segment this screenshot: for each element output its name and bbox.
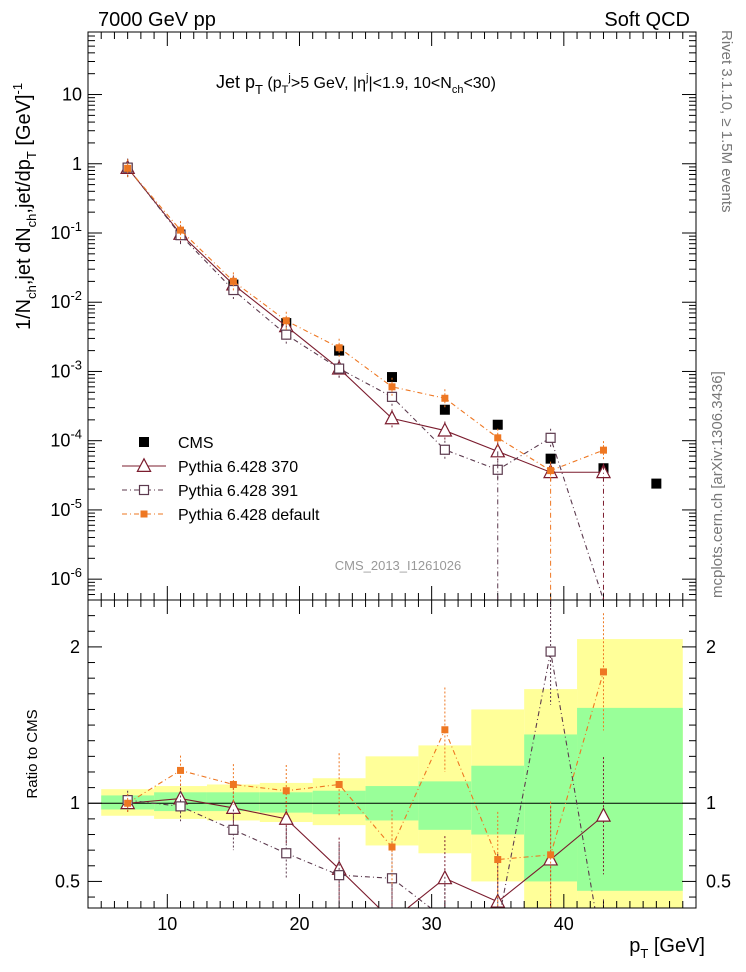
legend-label: Pythia 6.428 370	[178, 459, 298, 476]
ratio-point	[177, 766, 185, 774]
ratio-series-layer	[120, 600, 612, 908]
ratio-point	[229, 780, 237, 788]
ratio-y-tick-label: 1	[70, 793, 80, 813]
data-point	[282, 317, 290, 325]
ratio-line	[127, 798, 604, 908]
analysis-watermark: CMS_2013_I1261026	[335, 558, 462, 573]
ratio-panel: 10 20 30 40 0.5 0.5 1 1 2 2	[55, 600, 731, 934]
legend-entry: Pythia 6.428 default	[122, 507, 320, 524]
ratio-point	[335, 780, 343, 788]
data-point	[545, 453, 556, 464]
x-axis-label: pT [GeV]	[629, 935, 705, 961]
data-point	[492, 419, 503, 430]
data-point	[437, 422, 453, 437]
data-point	[494, 434, 502, 442]
ratio-line	[127, 651, 596, 908]
ratio-point	[388, 843, 396, 851]
data-point	[439, 404, 450, 415]
data-point	[334, 363, 345, 374]
rivet-version-label: Rivet 3.1.10, ≥ 1.5M events	[718, 30, 735, 213]
data-point	[651, 478, 662, 489]
data-point	[281, 329, 292, 340]
main-y-tick-label: 10-4	[50, 427, 82, 451]
data-point	[387, 372, 397, 383]
ratio-line	[127, 671, 605, 861]
legend-entry: CMS	[139, 435, 214, 452]
main-y-tick-label: 10-3	[50, 357, 82, 381]
ratio-point	[547, 851, 555, 859]
ratio-y-axis-label: Ratio to CMS	[24, 709, 41, 798]
header-energy: 7000 GeV pp	[98, 9, 216, 31]
main-y-tick-label: 10-2	[50, 288, 82, 312]
series-line	[127, 167, 604, 472]
ratio-point	[281, 848, 292, 859]
legend-marker	[136, 457, 152, 472]
uncertainty-band-green	[577, 707, 683, 891]
legend-marker	[139, 437, 149, 447]
legend-label: CMS	[178, 435, 214, 452]
uncertainty-band-green	[471, 765, 525, 835]
ratio-panel-frame	[87, 599, 697, 909]
ratio-point	[228, 824, 239, 835]
data-point	[388, 383, 396, 391]
data-point	[124, 164, 132, 172]
ratio-point	[441, 726, 449, 734]
ratio-y-tick-label: 2	[70, 637, 80, 657]
data-point	[439, 444, 450, 455]
legend-label: Pythia 6.428 391	[178, 483, 298, 500]
x-tick-label: 30	[422, 914, 442, 934]
legend-entry: Pythia 6.428 391	[122, 483, 298, 500]
ratio-point	[599, 668, 607, 676]
ratio-y-tick-label-right: 1	[706, 793, 716, 813]
legend-marker	[140, 510, 148, 518]
ratio-point	[545, 646, 556, 657]
data-point	[177, 226, 185, 234]
x-tick-label: 10	[157, 914, 177, 934]
legend-entry: Pythia 6.428 370	[122, 457, 298, 476]
data-point	[384, 409, 400, 425]
legend-label: Pythia 6.428 default	[178, 507, 320, 524]
legend: CMS Pythia 6.428 370 Pythia 6.428 391 Pythi…	[122, 435, 320, 524]
legend-marker	[138, 484, 150, 496]
mcplots-source-label: mcplots.cern.ch [arXiv:1306.3436]	[709, 371, 726, 598]
data-point	[386, 391, 398, 402]
uncertainty-band-green	[418, 781, 472, 830]
main-series-layer	[120, 158, 662, 601]
data-point	[547, 467, 555, 475]
header-category: Soft QCD	[604, 9, 690, 31]
main-panel: 10-6 10-5 10-4 10-3 10-2 10-1 1 10	[50, 31, 696, 601]
data-point	[490, 442, 506, 458]
series-line	[127, 167, 604, 473]
data-point	[545, 432, 556, 443]
data-point	[229, 277, 237, 285]
ratio-point	[595, 807, 612, 822]
data-point	[335, 344, 343, 352]
main-y-axis-label: 1/Nch,jet dNch,jet/dpT [GeV]-1	[10, 83, 39, 330]
ratio-series-pythia-6-428-default	[124, 613, 607, 908]
ratio-point	[225, 799, 241, 814]
main-y-tick-label: 10-1	[50, 219, 82, 243]
ratio-point	[175, 801, 186, 812]
ratio-point	[494, 856, 502, 864]
ratio-point	[278, 810, 294, 825]
ratio-point	[334, 870, 345, 881]
main-title: Jet pT (pTj>5 GeV, |ηj|<1.9, 10<Nch<30)	[216, 72, 496, 97]
main-y-tick-label: 1	[72, 154, 82, 174]
ratio-y-tick-label-right: 0.5	[706, 871, 731, 891]
ratio-point	[282, 787, 290, 795]
ratio-y-tick-label-right: 2	[706, 637, 716, 657]
main-y-tick-label: 10-6	[50, 565, 82, 589]
main-y-tick-label: 10-5	[50, 496, 82, 520]
data-point	[599, 446, 607, 454]
series-line	[127, 167, 605, 601]
main-series-pythia-6-428-default	[124, 159, 607, 480]
ratio-y-tick-label: 0.5	[55, 871, 80, 891]
x-tick-label: 40	[554, 914, 574, 934]
x-tick-label: 20	[289, 914, 309, 934]
data-point	[441, 394, 449, 402]
main-y-tick-label: 10	[62, 85, 82, 105]
ratio-point	[124, 799, 132, 807]
